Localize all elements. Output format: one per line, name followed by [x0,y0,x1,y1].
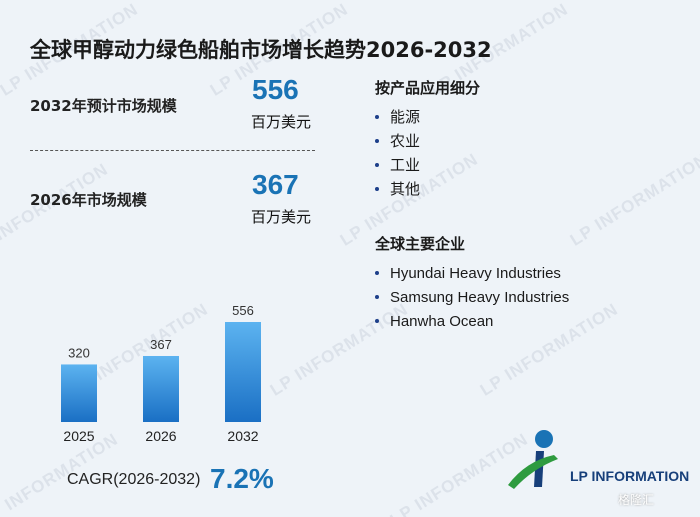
company-label: Hyundai Heavy Industries [390,265,561,282]
page-title: 全球甲醇动力绿色船舶市场增长趋势2026-2032 [30,38,492,62]
segment-label: 其他 [390,181,421,198]
list-item: 其他 [375,178,420,202]
forecast-unit: 百万美元 [251,113,312,131]
companies-list: Hyundai Heavy Industries Samsung Heavy I… [375,262,569,334]
forecast-value: 556 [252,74,299,105]
companies-heading: 全球主要企业 [375,235,466,253]
bullet-icon [375,318,379,323]
lp-logo-icon [508,430,558,489]
bullet-icon [375,294,379,299]
bullet-icon [375,162,379,167]
current-value: 367 [252,169,299,200]
segment-label: 农业 [390,133,421,150]
x-tick-label: 2032 [227,428,258,444]
watermark: LP INFORMATION [566,149,700,250]
brand-name: LP INFORMATION [570,468,690,484]
bullet-icon [375,270,379,275]
bullet-icon [375,186,379,191]
cagr-label: CAGR(2026-2032) [67,471,201,488]
bar-chart: 320 2025 367 2026 556 2032 [61,303,261,444]
bar-2025 [61,364,97,422]
source-badge: 格隆汇 [618,493,655,507]
bar-2026 [143,355,179,422]
bar-value-label: 320 [68,345,90,360]
list-item: 工业 [375,154,420,178]
list-item: Hyundai Heavy Industries [375,262,569,286]
bullet-icon [375,138,379,143]
company-label: Hanwha Ocean [390,313,494,330]
segments-list: 能源 农业 工业 其他 [375,106,420,202]
list-item: 农业 [375,130,420,154]
bullet-icon [375,114,379,119]
list-item: 能源 [375,106,420,130]
current-label: 2026年市场规模 [30,191,147,209]
bar-2032 [225,322,261,422]
list-item: Hanwha Ocean [375,310,569,334]
segment-label: 工业 [390,157,421,174]
bar-value-label: 367 [150,337,172,352]
segment-label: 能源 [390,109,421,126]
x-tick-label: 2025 [63,428,94,444]
list-item: Samsung Heavy Industries [375,286,569,310]
cagr-value: 7.2% [210,463,274,494]
forecast-label: 2032年预计市场规模 [30,97,177,115]
bar-value-label: 556 [232,303,254,318]
segments-heading: 按产品应用细分 [375,79,481,97]
divider [30,150,315,151]
watermark: LP INFORMATION [0,159,112,259]
company-label: Samsung Heavy Industries [390,289,570,306]
x-tick-label: 2026 [145,428,176,444]
current-unit: 百万美元 [251,208,312,226]
